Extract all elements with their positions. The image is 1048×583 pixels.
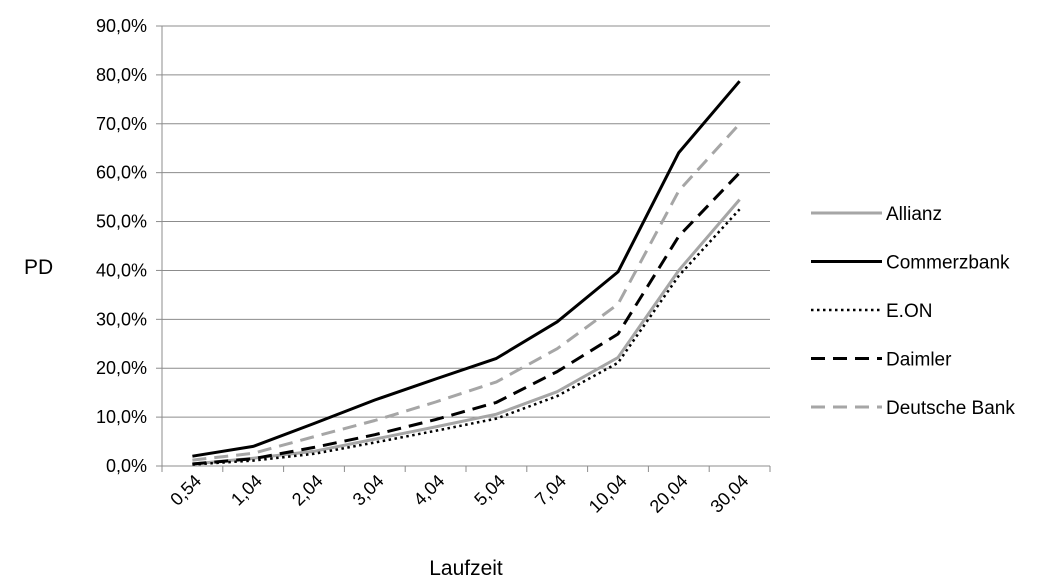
y-tick-label: 10,0% — [96, 407, 147, 427]
y-tick-label: 40,0% — [96, 260, 147, 280]
y-tick-label: 70,0% — [96, 114, 147, 134]
legend-label-daimler: Daimler — [886, 350, 952, 371]
x-tick-label: 3,04 — [349, 471, 388, 510]
legend-label-allianz: Allianz — [886, 204, 942, 225]
y-tick-label: 80,0% — [96, 65, 147, 85]
series-line-commerzbank — [192, 80, 741, 458]
y-tick-label: 0,0% — [106, 456, 147, 476]
legend: Allianz Commerzbank E.ON Daimler Deutsche Ba… — [811, 204, 1015, 419]
x-tick-label: 4,04 — [410, 471, 449, 510]
y-axis-title: PD — [24, 256, 53, 279]
y-tick-label: 20,0% — [96, 358, 147, 378]
y-tick-label: 90,0% — [96, 16, 147, 36]
x-tick-labels: 0,54 1,04 2,04 3,04 4,04 5,04 7,04 10,04 20,04 30… — [166, 471, 752, 517]
legend-label-deutsche-bank: Deutsche Bank — [886, 398, 1015, 419]
x-tick-label: 7,04 — [531, 471, 570, 510]
y-tick-labels: 0,0% 10,0% 20,0% 30,0% 40,0% 50,0% 60,0% 70,0% 8… — [96, 16, 147, 476]
x-tick-label: 2,04 — [288, 471, 327, 510]
x-tick-label: 1,04 — [227, 471, 266, 510]
grid — [162, 25, 770, 418]
y-tick-label: 50,0% — [96, 212, 147, 232]
legend-label-commerzbank: Commerzbank — [886, 253, 1010, 274]
series-line-allianz — [192, 198, 741, 466]
x-tick-label: 10,04 — [585, 471, 631, 517]
y-tick-label: 60,0% — [96, 163, 147, 183]
legend-label-e-on: E.ON — [886, 301, 932, 322]
series-lines — [192, 80, 741, 466]
series-line-daimler — [192, 171, 741, 466]
x-tick-label: 30,04 — [706, 471, 752, 517]
x-tick-label: 0,54 — [166, 471, 205, 510]
y-tick-label: 30,0% — [96, 309, 147, 329]
x-tick-label: 5,04 — [470, 471, 509, 510]
axes — [156, 25, 771, 472]
x-tick-label: 20,04 — [646, 471, 692, 517]
series-line-deutsche-bank — [192, 122, 741, 462]
series-line-e-on — [192, 208, 741, 466]
x-axis-title: Laufzeit — [429, 557, 503, 580]
